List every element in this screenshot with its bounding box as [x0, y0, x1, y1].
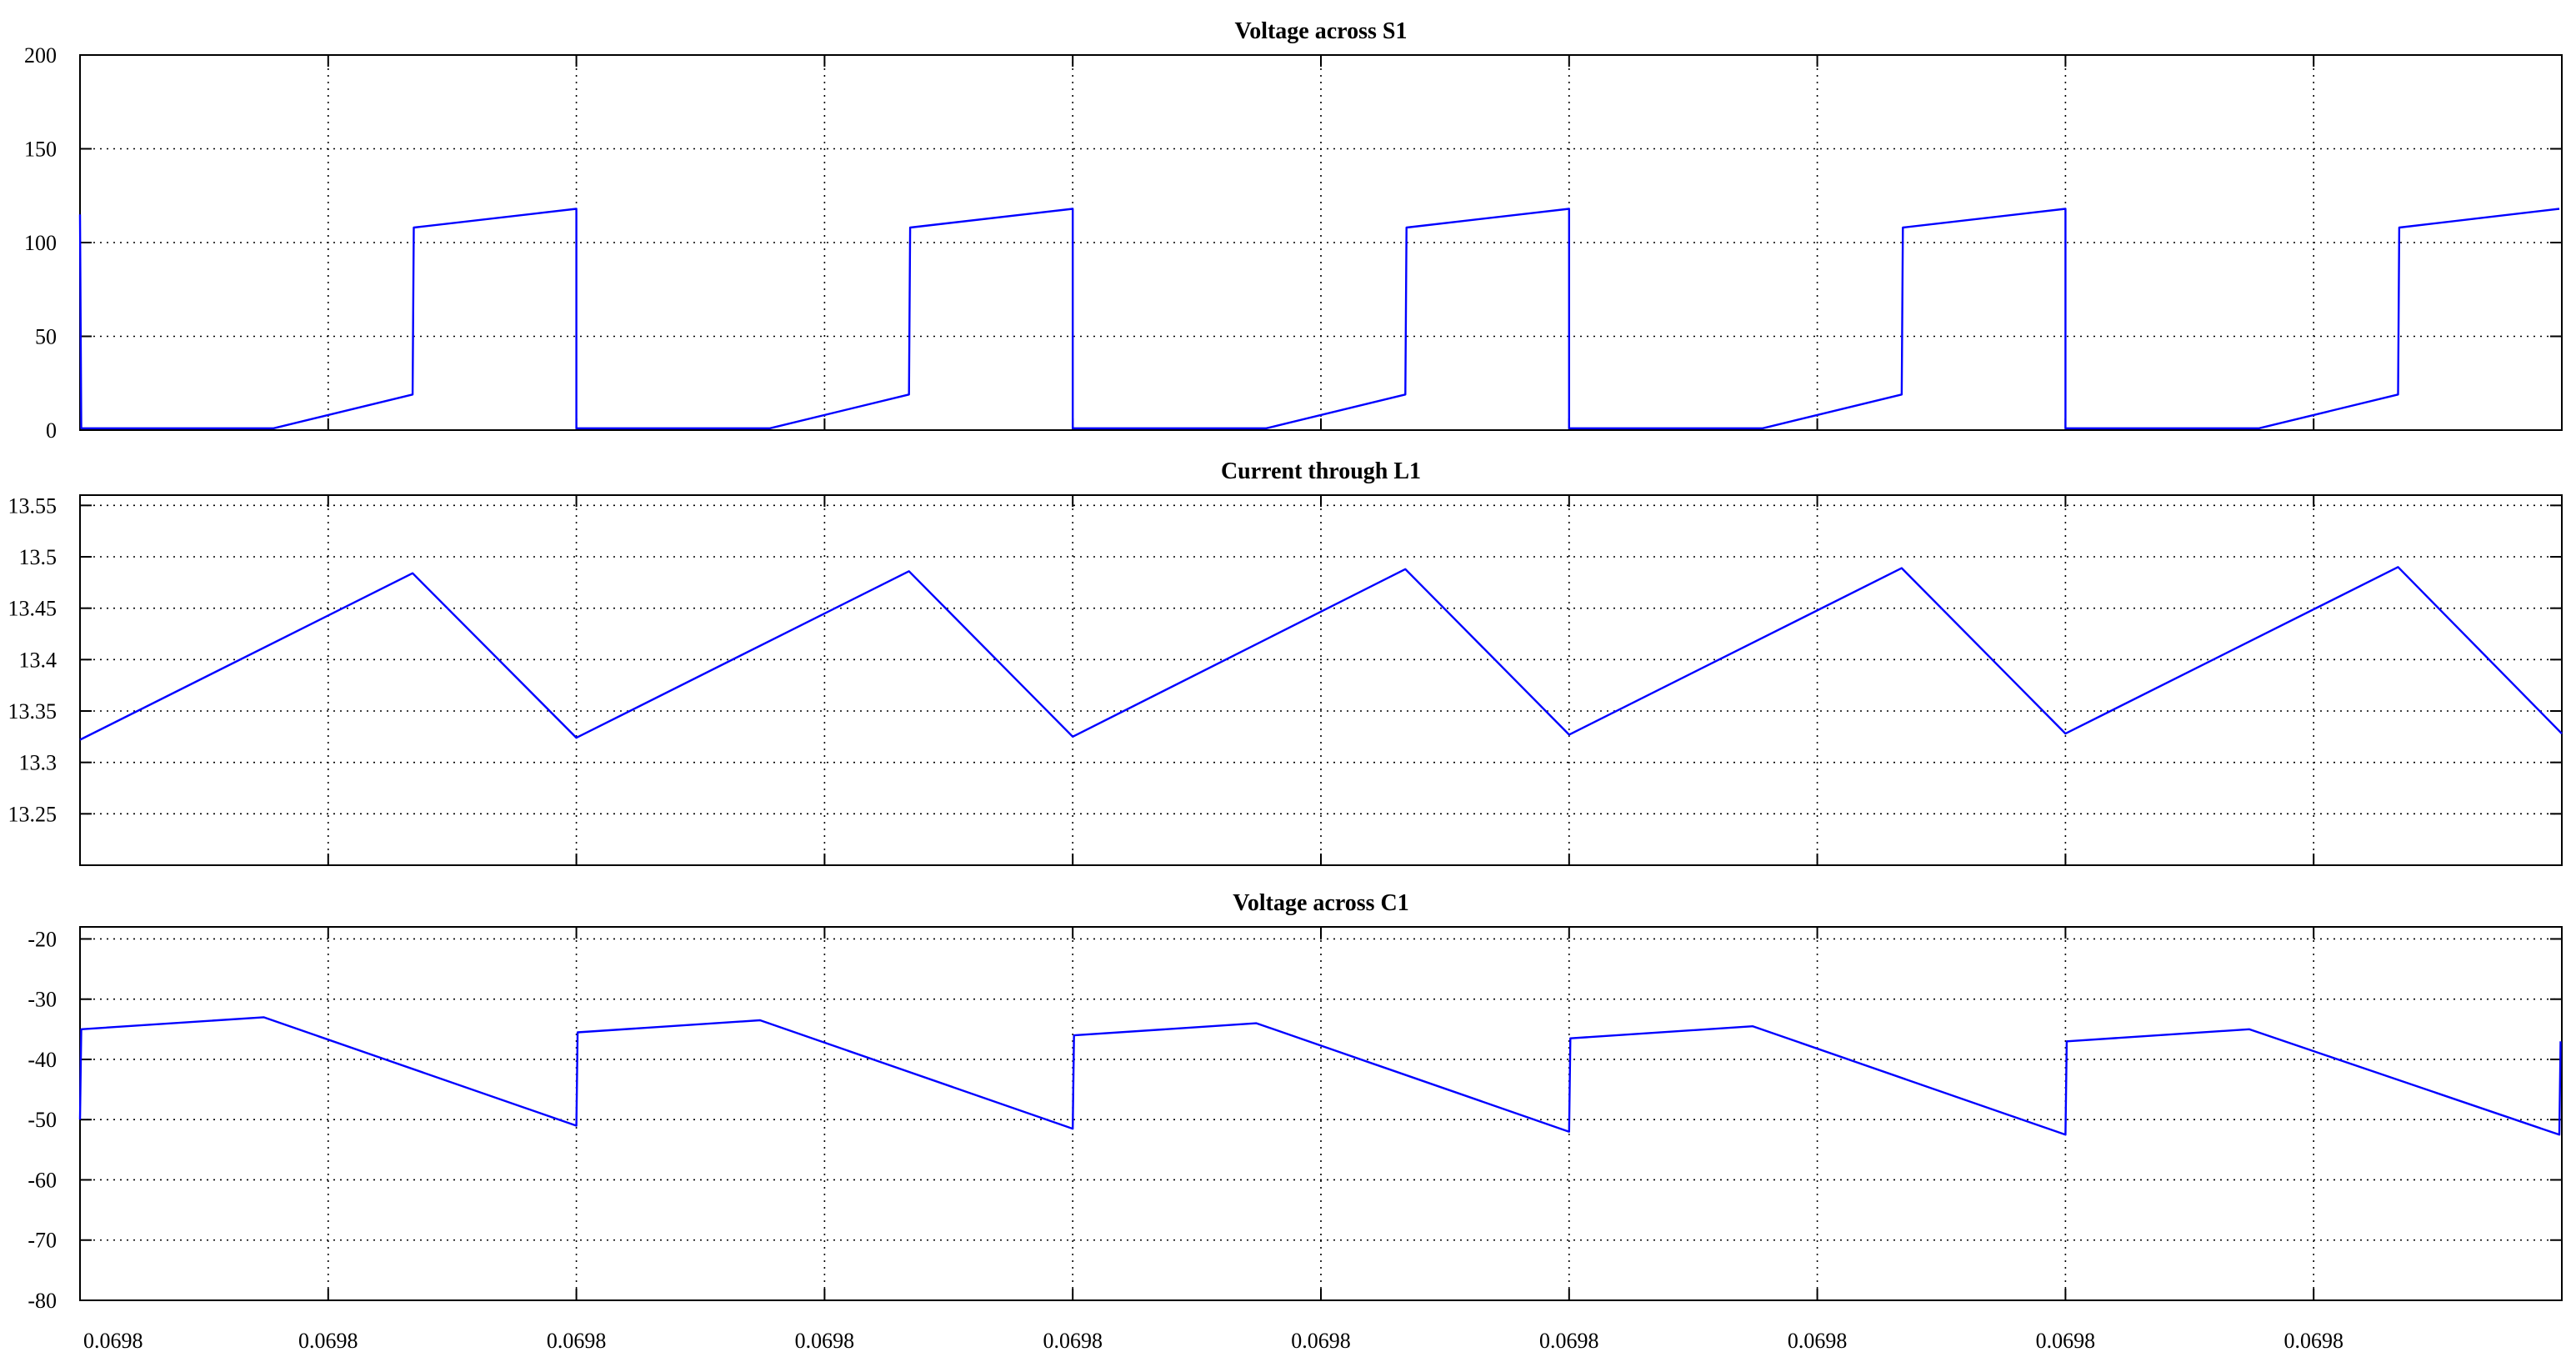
panel-1: Voltage across S1 0 50 100 150 200: [24, 18, 2563, 443]
y-tick-label: 13.55: [8, 493, 58, 518]
panel-3: Voltage across C1 -80 -70 -60 -50 -40 -30 -20: [28, 890, 2563, 1313]
y-tick-label: -80: [28, 1289, 57, 1313]
y-tick-label: 13.3: [19, 751, 58, 775]
y-tick-label: 150: [24, 138, 57, 162]
x-tick-label: 0.0698: [298, 1329, 358, 1353]
x-tick-label: 0.0698: [1539, 1329, 1599, 1353]
x-tick-label: 0.0698: [2036, 1329, 2096, 1353]
y-tick-label: -30: [28, 988, 57, 1012]
x-tick-label: 0.0698: [547, 1329, 607, 1353]
y-tick-label: 13.5: [19, 545, 58, 569]
panel-title: Voltage across C1: [1233, 890, 1409, 916]
x-tick-label: 0.0698: [1043, 1329, 1103, 1353]
y-tick-label: 50: [35, 325, 57, 349]
y-tick-label: 200: [24, 43, 57, 68]
y-tick-label: 100: [24, 231, 57, 255]
plot-frame: [79, 494, 2563, 866]
panel-title: Voltage across S1: [1235, 18, 1408, 44]
x-axis-labels: 0.0698 0.0698 0.0698 0.0698 0.0698 0.0698 0.06…: [83, 1329, 2343, 1353]
series-line: [78, 208, 2560, 429]
y-tick-label: -70: [28, 1229, 57, 1253]
y-tick-label: 0: [46, 418, 57, 443]
y-tick-label: -20: [28, 927, 57, 951]
y-tick-label: 13.25: [8, 802, 58, 826]
x-tick-label: 0.0698: [83, 1329, 143, 1353]
series-line: [79, 566, 2563, 741]
x-tick-label: 0.0698: [2283, 1329, 2343, 1353]
panel-title: Current through L1: [1221, 458, 1421, 484]
y-tick-label: -60: [28, 1168, 57, 1192]
x-tick-label: 0.0698: [1788, 1329, 1848, 1353]
x-tick-label: 0.0698: [1291, 1329, 1351, 1353]
y-tick-label: 13.4: [19, 648, 58, 672]
y-tick-label: -40: [28, 1048, 57, 1072]
y-tick-label: -50: [28, 1108, 57, 1132]
y-tick-label: 13.45: [8, 597, 58, 621]
panel-2: Current through L1 13.25 13.3 13.35 13.4 13.4…: [8, 458, 2563, 866]
y-tick-label: 13.35: [8, 699, 58, 724]
series-line: [78, 1016, 2562, 1136]
x-tick-label: 0.0698: [795, 1329, 855, 1353]
